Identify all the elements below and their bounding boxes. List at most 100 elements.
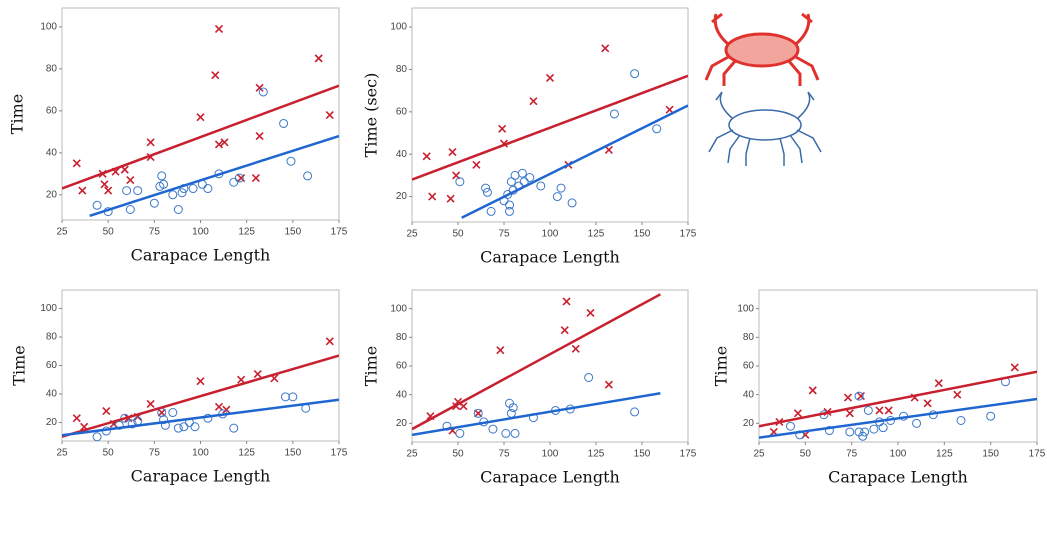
point-x (856, 392, 865, 401)
x-tick-label: 125 (588, 449, 605, 460)
y-tick-label: 100 (40, 22, 57, 33)
point-x (793, 409, 802, 418)
point-x (843, 393, 853, 402)
point-circle (482, 187, 492, 197)
x-tick-label: 50 (452, 229, 464, 240)
point-circle (505, 206, 515, 216)
point-x (314, 54, 323, 63)
point-x (325, 337, 334, 346)
x-tick-label: 25 (56, 448, 68, 459)
y-axis-label: Time (10, 345, 29, 385)
point-circle (481, 183, 491, 193)
point-x (196, 113, 205, 122)
fit-line (759, 370, 1037, 428)
point-circle (229, 177, 239, 187)
point-circle (303, 171, 313, 181)
point-circle (567, 198, 577, 208)
point-circle (845, 427, 855, 437)
y-tick-label: 80 (396, 332, 408, 343)
point-circle (455, 177, 465, 187)
fit-line (62, 354, 339, 438)
y-tick-label: 20 (46, 417, 58, 428)
x-tick-label: 75 (498, 449, 510, 460)
point-circle (912, 418, 922, 428)
panel: 25 50 75 100 125 150 175 20 40 60 80 100 Carapace Le… (362, 289, 697, 487)
y-tick-label: 100 (40, 303, 57, 314)
x-tick-label: 50 (103, 448, 115, 459)
point-x (665, 105, 674, 114)
point-circle (609, 109, 619, 119)
x-tick-label: 100 (192, 227, 209, 238)
point-x (196, 377, 205, 386)
x-tick-label: 150 (634, 229, 651, 240)
x-tick-label: 100 (542, 229, 559, 240)
point-circle (92, 200, 102, 210)
point-x (255, 131, 264, 141)
plot-frame (411, 7, 689, 223)
point-circle (503, 189, 513, 199)
point-circle (858, 431, 868, 441)
x-tick-label: 125 (936, 449, 953, 460)
x-tick-label: 125 (238, 448, 255, 459)
blue-crab-icon (708, 91, 822, 166)
point-circle (286, 156, 296, 166)
point-circle (159, 415, 169, 425)
point-circle (168, 190, 178, 200)
point-circle (824, 426, 834, 436)
point-circle (510, 428, 520, 438)
point-circle (280, 392, 290, 402)
point-x (214, 140, 224, 149)
point-circle (488, 424, 498, 434)
x-axis-label: Carapace Length (480, 468, 620, 487)
x-tick-label: 150 (284, 227, 301, 238)
y-tick-label: 80 (46, 64, 58, 75)
point-circle (473, 408, 483, 418)
point-circle (486, 206, 496, 216)
y-axis-label: Time (sec) (362, 73, 381, 158)
point-circle (786, 421, 796, 431)
point-x (222, 405, 231, 414)
plot-area (759, 363, 1037, 441)
point-circle (92, 432, 102, 441)
x-axis-label: Carapace Length (131, 467, 271, 486)
point-x (808, 386, 817, 395)
point-circle (956, 415, 966, 425)
point-circle (556, 183, 566, 193)
x-tick-label: 50 (103, 227, 115, 238)
point-x (474, 409, 483, 418)
point-x (884, 406, 893, 415)
point-x (220, 138, 229, 147)
point-circle (122, 186, 132, 196)
x-tick-label: 175 (680, 449, 697, 460)
point-circle (986, 411, 996, 421)
point-x (845, 409, 854, 418)
fit-line (62, 398, 339, 437)
x-tick-label: 25 (753, 449, 765, 460)
point-x (604, 380, 613, 389)
point-x (472, 160, 481, 169)
point-circle (258, 87, 268, 97)
y-tick-label: 40 (396, 389, 408, 400)
point-x (560, 326, 569, 335)
y-tick-label: 40 (46, 147, 58, 158)
point-circle (863, 405, 873, 415)
x-tick-label: 150 (284, 448, 301, 459)
point-x (446, 194, 455, 203)
y-tick-label: 20 (743, 418, 755, 429)
point-x (1010, 363, 1019, 372)
point-circle (234, 173, 244, 183)
y-axis-label: Time (8, 94, 27, 134)
x-tick-label: 75 (149, 448, 161, 459)
x-axis-label: Carapace Length (131, 246, 271, 265)
x-tick-label: 175 (331, 227, 348, 238)
fit-line (62, 84, 339, 190)
x-tick-label: 25 (406, 229, 418, 240)
point-circle (188, 184, 198, 194)
y-tick-label: 40 (46, 389, 58, 400)
point-circle (203, 184, 213, 194)
point-x (448, 148, 457, 157)
y-tick-label: 20 (46, 189, 58, 200)
x-tick-label: 75 (846, 449, 858, 460)
x-tick-label: 75 (498, 229, 510, 240)
point-x (214, 24, 224, 34)
